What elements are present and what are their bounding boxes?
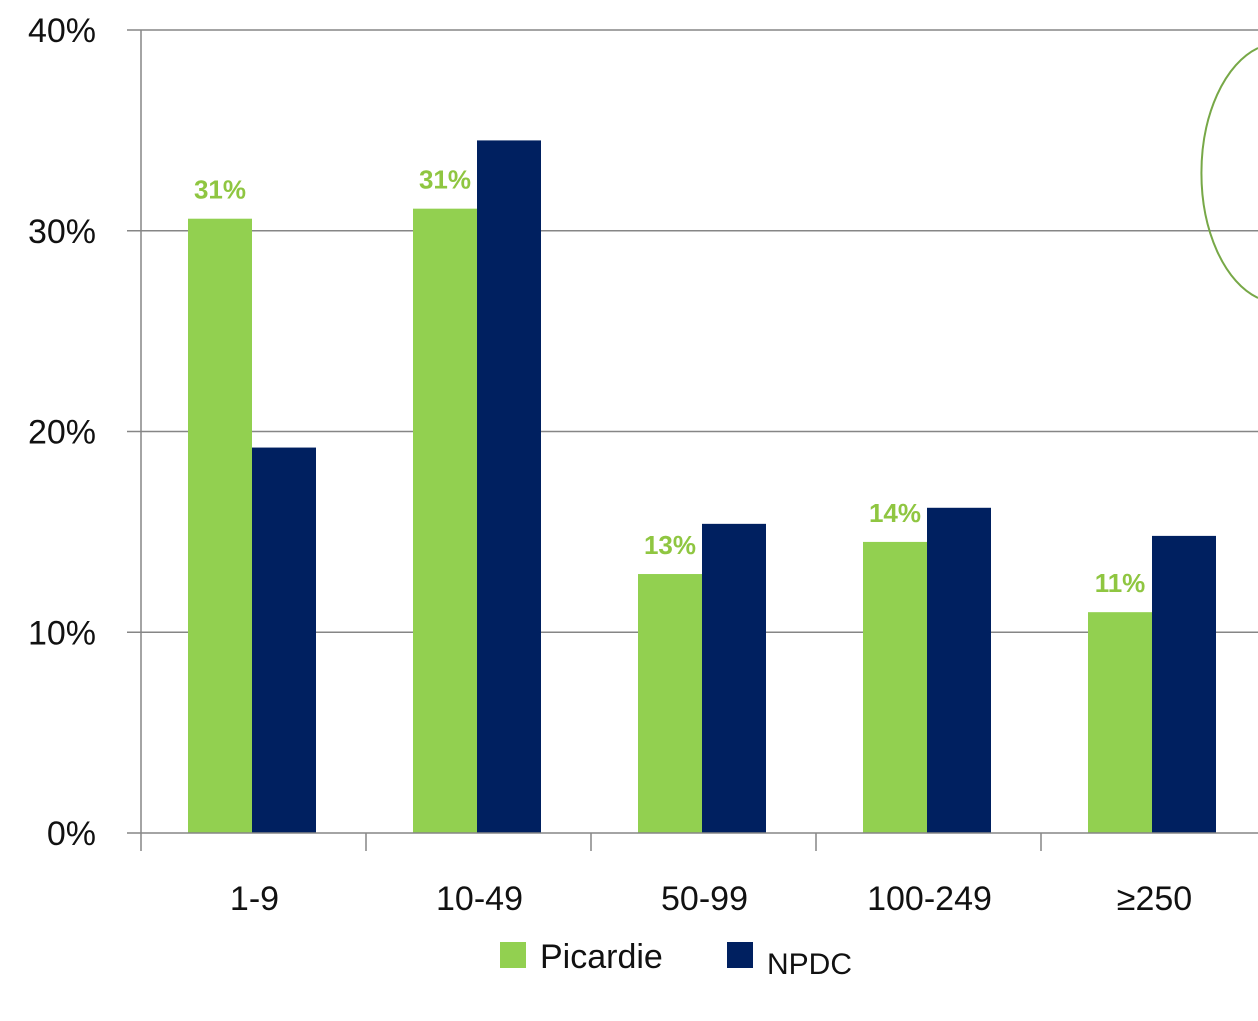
x-category-label: 10-49 (436, 880, 523, 918)
data-label: 11% (1095, 568, 1146, 598)
bar-picardie-1 (188, 218, 252, 833)
bar-picardie-3 (638, 574, 702, 833)
y-tick-label: 40% (28, 12, 96, 50)
legend: Picardie NPDC (500, 938, 852, 981)
y-tick-label: 0% (47, 815, 96, 853)
decoration (1200, 47, 1258, 299)
y-tick-label: 30% (28, 213, 96, 251)
bar-npdc-2 (477, 140, 541, 834)
bar-npdc-1 (252, 447, 316, 833)
data-label: 31% (419, 165, 471, 195)
y-tick-label: 20% (28, 414, 96, 452)
bar-npdc-5 (1152, 535, 1216, 833)
data-label: 14% (869, 498, 921, 528)
legend-swatch-picardie (500, 942, 526, 968)
x-category-label: 50-99 (661, 880, 748, 918)
legend-label-npdc: NPDC (767, 948, 852, 981)
bar-picardie-5 (1088, 612, 1152, 833)
x-category-label: 1-9 (230, 880, 279, 918)
legend-label-picardie: Picardie (540, 938, 663, 976)
bar-picardie-2 (413, 208, 477, 834)
x-category-label: ≥250 (1117, 880, 1192, 918)
legend-swatch-npdc (727, 942, 753, 968)
bar-npdc-3 (702, 523, 766, 833)
data-labels: 31% 31% 13% 14% 11% (194, 165, 1145, 599)
decorative-arc (1200, 47, 1258, 299)
axes: 0% 10% 20% 30% 40% 1-9 10-49 50-99 100-249 ≥250 (28, 12, 1258, 918)
bar-picardie-4 (863, 541, 927, 833)
data-label: 13% (644, 530, 696, 560)
x-category-label: 100-249 (867, 880, 992, 918)
y-tick-label: 10% (28, 614, 96, 652)
bars (188, 140, 1216, 834)
data-label: 31% (194, 175, 246, 205)
bar-npdc-4 (927, 507, 991, 833)
